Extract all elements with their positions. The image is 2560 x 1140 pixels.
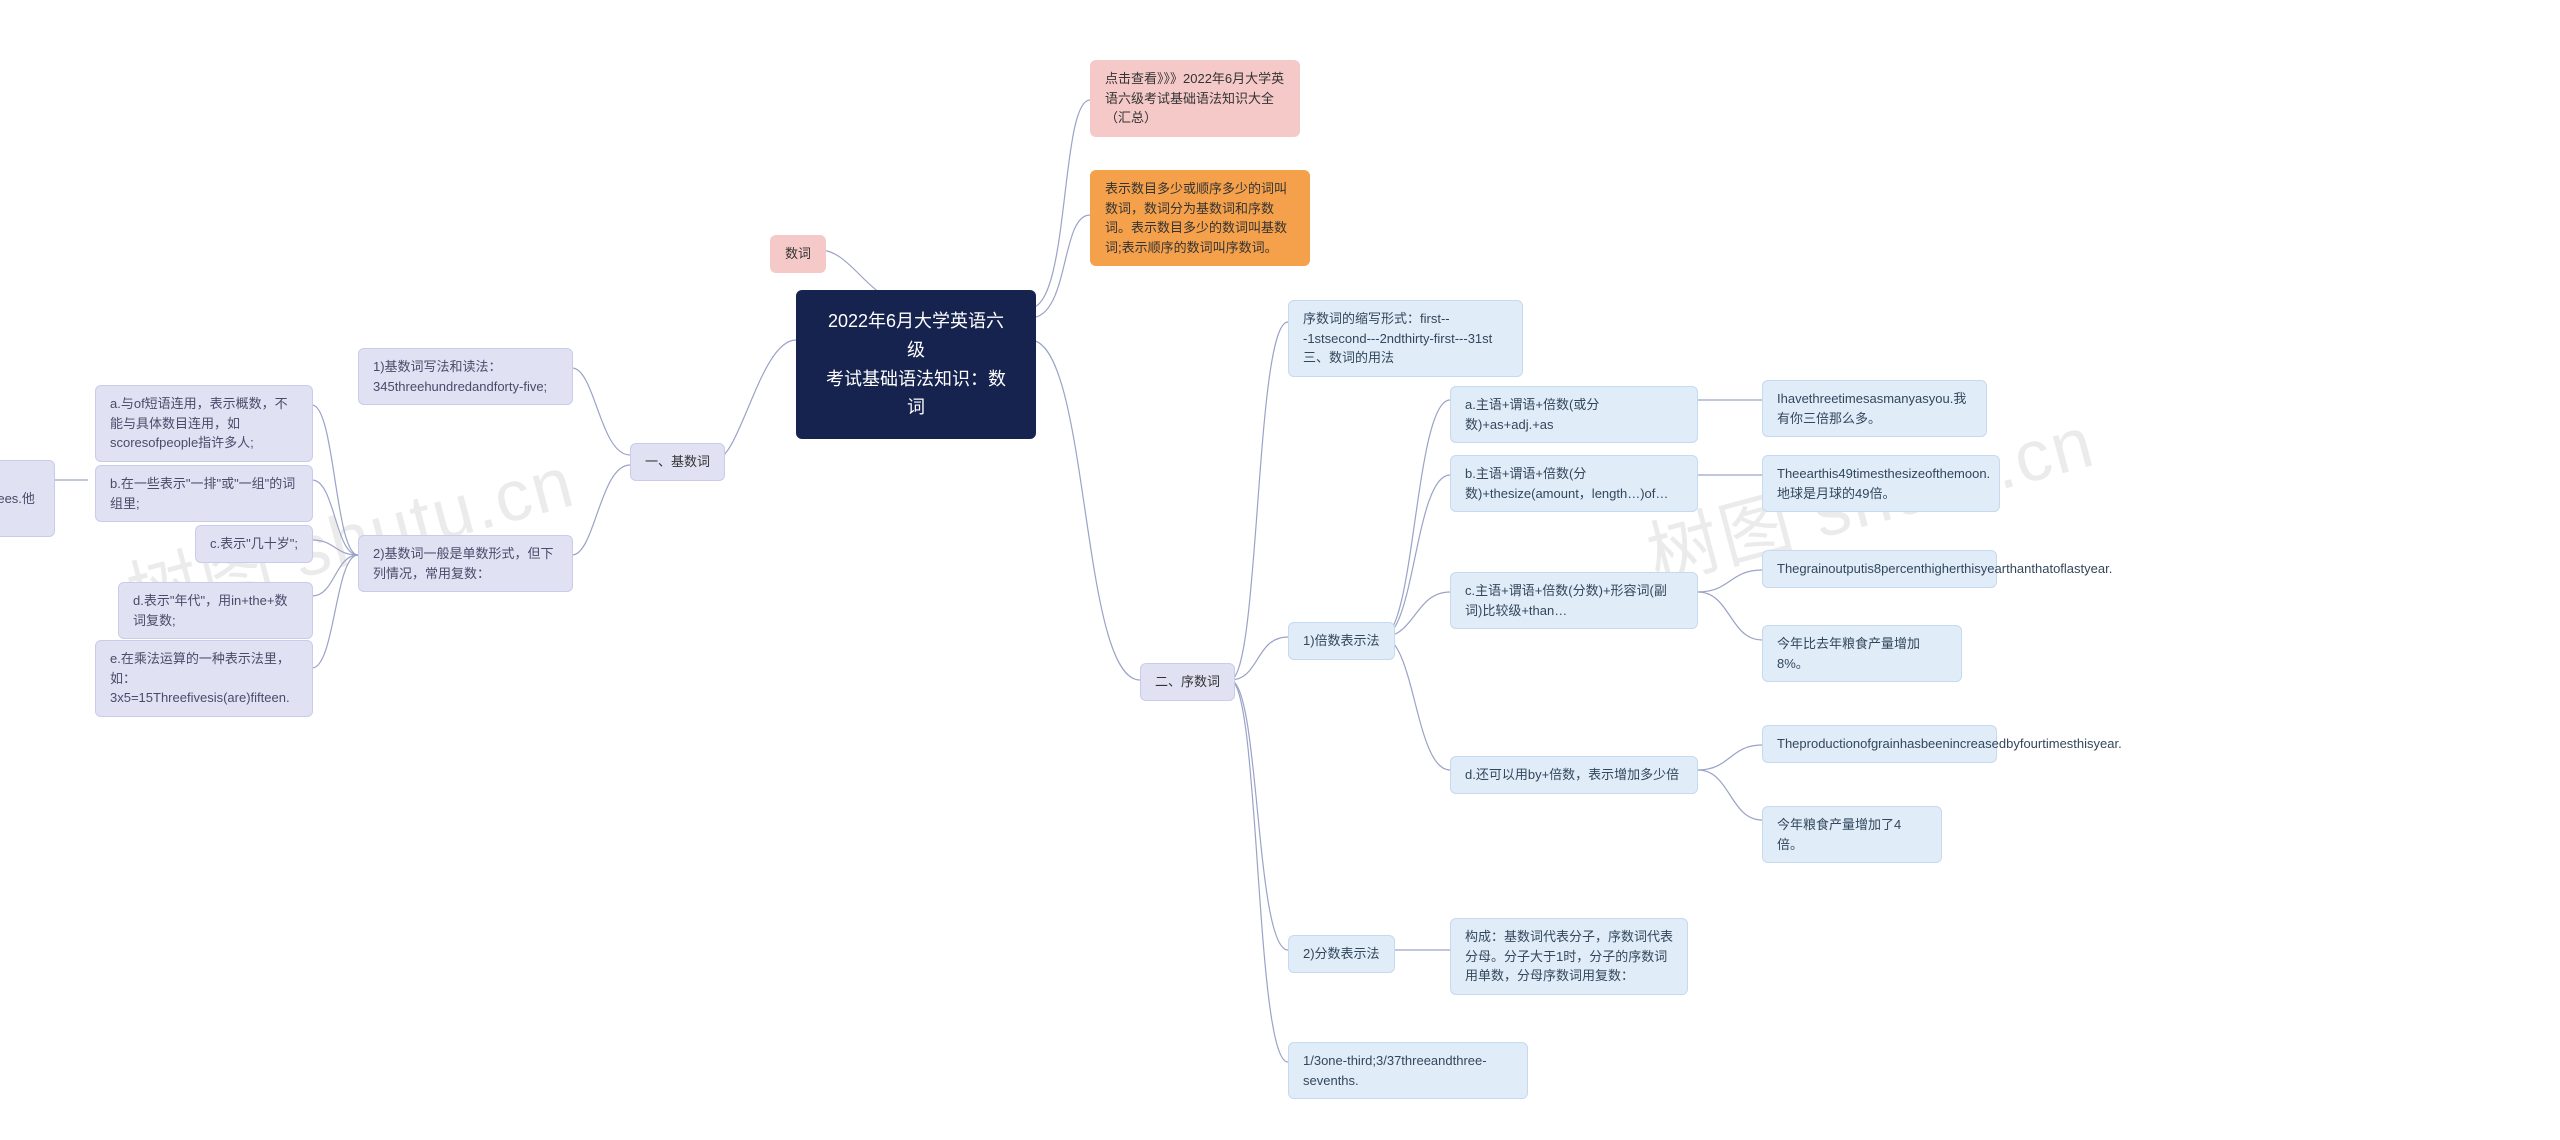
mult-a: a.主语+谓语+倍数(或分数)+as+adj.+as xyxy=(1450,386,1698,443)
root-line2: 考试基础语法知识：数词 xyxy=(819,365,1013,423)
cardinal-c1: 1)基数词写法和读法：345threehundredandforty-five; xyxy=(358,348,573,405)
cardinal-c2: 2)基数词一般是单数形式，但下列情况，常用复数： xyxy=(358,535,573,592)
numword-node: 数词 xyxy=(770,235,826,273)
mult-d: d.还可以用by+倍数，表示增加多少倍 xyxy=(1450,756,1698,794)
root-node: 2022年6月大学英语六级 考试基础语法知识：数词 xyxy=(796,290,1036,439)
cardinal-sub-e: e.在乘法运算的一种表示法里，如：3x5=15Threefivesis(are)… xyxy=(95,640,313,717)
cardinal-sub-a: a.与of短语连用，表示概数，不能与具体数目连用，如scoresofpeople… xyxy=(95,385,313,462)
mult-d-ex1: Theproductionofgrainhasbeenincreasedbyfo… xyxy=(1762,725,1997,763)
mult-b: b.主语+谓语+倍数(分数)+thesize(amount，length…)of… xyxy=(1450,455,1698,512)
frac-label: 2)分数表示法 xyxy=(1288,935,1395,973)
mult-a-ex: Ihavethreetimesasmanyasyou.我有你三倍那么多。 xyxy=(1762,380,1987,437)
mult-d-ex2: 今年粮食产量增加了4倍。 xyxy=(1762,806,1942,863)
right-link-node[interactable]: 点击查看》》》2022年6月大学英语六级考试基础语法知识大全（汇总） xyxy=(1090,60,1300,137)
cardinal-sub-d: d.表示"年代"，用in+the+数词复数; xyxy=(118,582,313,639)
cardinal-sub-b: b.在一些表示"一排"或"一组"的词组里; xyxy=(95,465,313,522)
ordinal-node: 二、序数词 xyxy=(1140,663,1235,701)
mult-label: 1)倍数表示法 xyxy=(1288,622,1395,660)
mult-c-ex2: 今年比去年粮食产量增加8%。 xyxy=(1762,625,1962,682)
frac-ex: 1/3one-third;3/37threeandthree-sevenths. xyxy=(1288,1042,1528,1099)
cardinal-sub-b-ex: 如：Theyarrivedintwosandthrees.他们三三两两的到达了。 xyxy=(0,460,55,537)
cardinal-node: 一、基数词 xyxy=(630,443,725,481)
mult-c-ex1: Thegrainoutputis8percenthigherthisyearth… xyxy=(1762,550,1997,588)
right-def-node: 表示数目多少或顺序多少的词叫数词，数词分为基数词和序数词。表示数目多少的数词叫基… xyxy=(1090,170,1310,266)
ordinal-abbr: 序数词的缩写形式：first---1stsecond---2ndthirty-f… xyxy=(1288,300,1523,377)
mult-b-ex: Theearthis49timesthesizeofthemoon.地球是月球的… xyxy=(1762,455,2000,512)
mult-c: c.主语+谓语+倍数(分数)+形容词(副词)比较级+than… xyxy=(1450,572,1698,629)
cardinal-sub-c: c.表示"几十岁"; xyxy=(195,525,313,563)
root-line1: 2022年6月大学英语六级 xyxy=(819,307,1013,365)
frac-rule: 构成：基数词代表分子，序数词代表分母。分子大于1时，分子的序数词用单数，分母序数… xyxy=(1450,918,1688,995)
